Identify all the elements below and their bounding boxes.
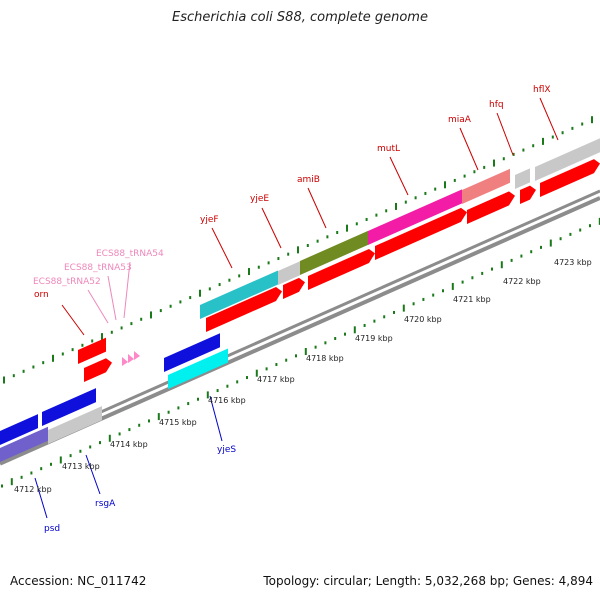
- kbp-label-4712: 4712 kbp: [14, 485, 52, 494]
- gene-label-mutl: mutL: [377, 144, 400, 154]
- gene-label-ecs88-trna54: ECS88_tRNA54: [96, 249, 164, 259]
- gene-label-hflx: hflX: [533, 85, 551, 95]
- kbp-label-4717: 4717 kbp: [257, 375, 295, 384]
- feature-yjef: [200, 270, 278, 319]
- kbp-label-4723: 4723 kbp: [554, 258, 592, 267]
- kbp-label-4718: 4718 kbp: [306, 354, 344, 363]
- kbp-label-4713: 4713 kbp: [62, 462, 100, 471]
- kbp-label-4720: 4720 kbp: [404, 315, 442, 324]
- feature-blue-1: [164, 333, 220, 372]
- gene-label-ecs88-trna53: ECS88_tRNA53: [64, 263, 132, 273]
- feature-red-2: [283, 277, 305, 299]
- kbp-label-4715: 4715 kbp: [159, 418, 197, 427]
- callout-yjef: [211, 227, 233, 269]
- genome-summary: Topology: circular; Length: 5,032,268 bp…: [263, 574, 593, 588]
- feature-amib: [300, 230, 368, 275]
- gene-label-rsga: rsgA: [95, 499, 116, 509]
- callout-amib: [307, 187, 327, 229]
- trna-marker-54: [134, 351, 140, 360]
- trna-marker-53: [128, 354, 134, 363]
- feature-red-1: [206, 287, 282, 332]
- feature-psd: [0, 426, 48, 462]
- gene-label-yjes: yjeS: [217, 445, 236, 455]
- callout-psd: [34, 477, 48, 519]
- feature-mutl: [368, 189, 462, 245]
- feature-hflx: [535, 138, 600, 181]
- gene-features: [0, 138, 600, 462]
- gene-label-orn: orn: [34, 290, 49, 300]
- kbp-label-4721: 4721 kbp: [453, 295, 491, 304]
- callout-yjee: [261, 207, 282, 249]
- gene-label-yjee: yjeE: [250, 194, 269, 204]
- kbp-label-4719: 4719 kbp: [355, 334, 393, 343]
- callout-hfq: [496, 112, 514, 156]
- callout-orn: [61, 304, 85, 336]
- callout-rsga: [85, 454, 101, 495]
- gene-label-yjef: yjeF: [200, 215, 219, 225]
- feature-red-small: [84, 358, 112, 382]
- feature-red-3: [308, 248, 375, 290]
- gene-label-psd: psd: [44, 524, 60, 534]
- feature-rsga: [48, 406, 102, 444]
- trna-marker-52: [122, 357, 128, 366]
- accession-text: Accession: NC_011742: [10, 574, 147, 588]
- feature-red-6: [520, 185, 536, 204]
- tick-marks: [1, 116, 600, 488]
- kbp-label-4716: 4716 kbp: [208, 396, 246, 405]
- callout-hflx: [539, 97, 559, 141]
- feature-yjee: [278, 261, 300, 285]
- feature-yjes: [168, 348, 228, 389]
- callout-trna53: [107, 275, 117, 321]
- feature-blue-2: [42, 388, 96, 426]
- callout-trna52: [87, 289, 109, 324]
- callout-mutl: [389, 156, 409, 196]
- feature-orn: [78, 337, 106, 364]
- gene-label-miaa: miaA: [448, 115, 472, 125]
- kbp-label-4722: 4722 kbp: [503, 277, 541, 286]
- feature-red-5: [467, 191, 515, 224]
- feature-blue-3: [0, 414, 38, 445]
- feature-red-7: [540, 159, 600, 197]
- feature-red-4: [375, 207, 467, 260]
- gene-label-hfq: hfq: [489, 100, 504, 110]
- callout-yjes: [209, 395, 223, 442]
- feature-miaa: [462, 168, 510, 204]
- kbp-label-4714: 4714 kbp: [110, 440, 148, 449]
- gene-label-amib: amiB: [297, 175, 320, 185]
- feature-hfq: [515, 168, 530, 189]
- callout-miaa: [459, 127, 479, 171]
- gene-label-ecs88-trna52: ECS88_tRNA52: [33, 277, 101, 287]
- callout-trna54: [123, 261, 131, 319]
- page-title: Escherichia coli S88, complete genome: [172, 10, 428, 25]
- label-callouts: [34, 97, 559, 519]
